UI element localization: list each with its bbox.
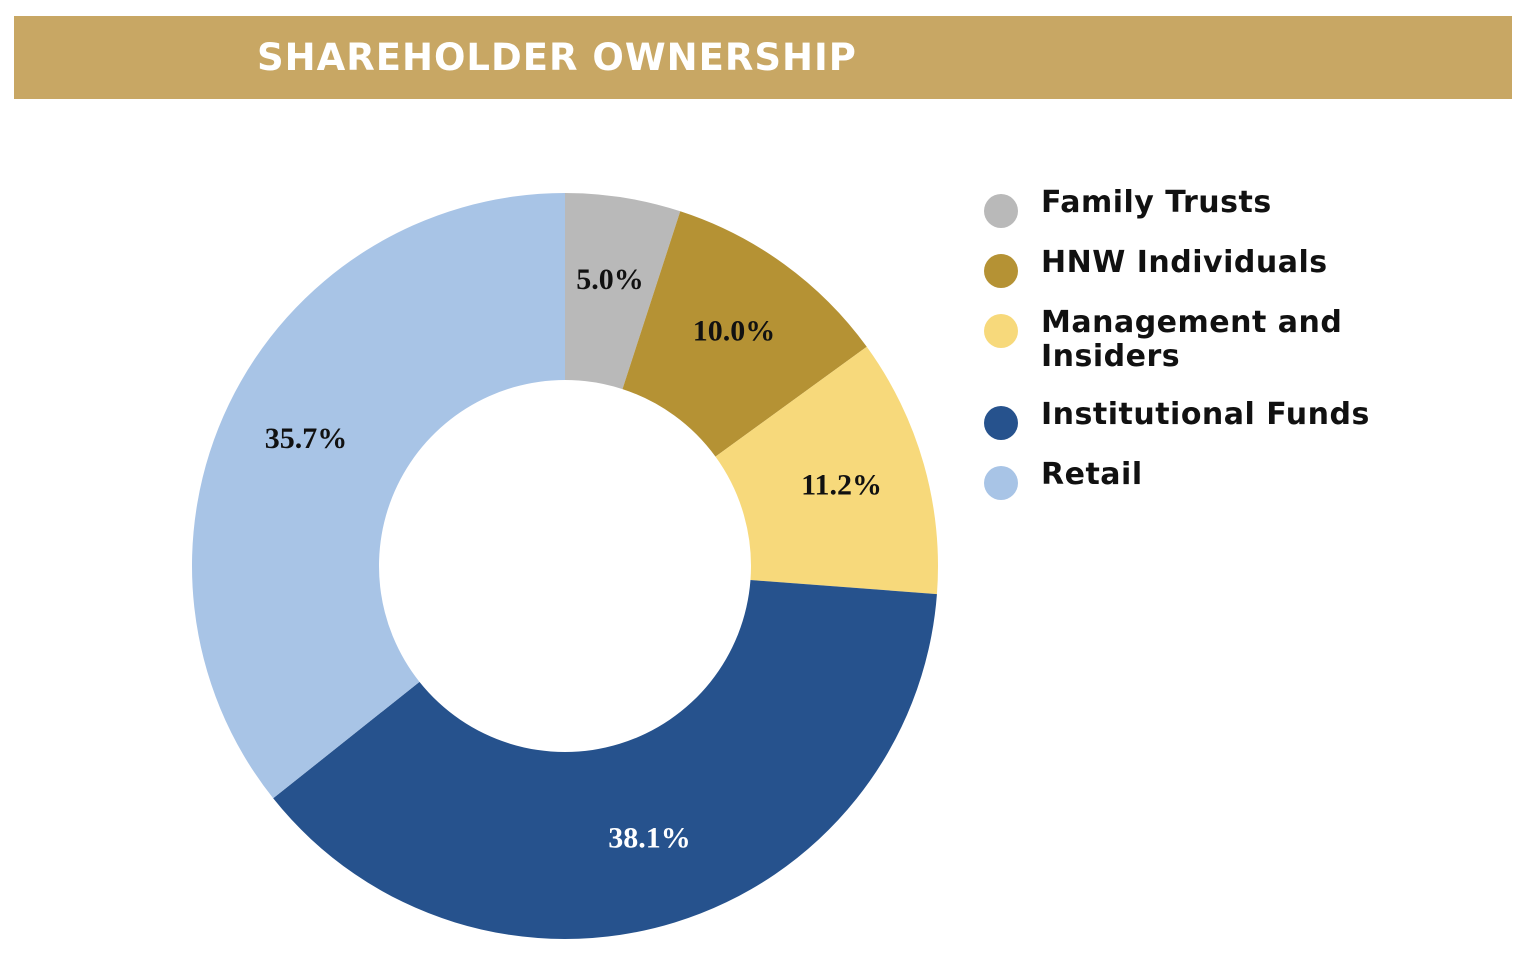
legend-swatch-hnw-individuals (984, 254, 1018, 288)
donut-slice-labels: 5.0% 10.0% 11.2% 38.1% 35.7% (265, 263, 882, 855)
slice-label-management-and-insiders: 11.2% (801, 468, 882, 501)
legend-label-management-and-insiders: Management and Insiders (1041, 305, 1343, 374)
slice-hnw-individuals (622, 211, 867, 457)
legend-swatch-institutional-funds (984, 406, 1018, 440)
header-bar: SHAREHOLDER OWNERSHIP (14, 16, 1512, 99)
slice-label-family-trusts: 5.0% (576, 263, 644, 296)
legend-item-retail: Retail (984, 457, 1504, 500)
legend: Family Trusts HNW Individuals Management… (984, 185, 1504, 500)
legend-swatch-retail (984, 466, 1018, 500)
legend-label-hnw-individuals: HNW Individuals (1041, 245, 1328, 280)
slice-retail (191, 192, 565, 799)
donut-slices (191, 192, 938, 940)
legend-label-family-trusts: Family Trusts (1041, 185, 1272, 220)
slice-label-retail: 35.7% (265, 422, 348, 455)
legend-item-management-and-insiders: Management and Insiders (984, 306, 1381, 374)
legend-label-institutional-funds: Institutional Funds (1041, 397, 1370, 432)
legend-swatch-management-and-insiders (984, 314, 1018, 348)
slice-label-hnw-individuals: 10.0% (693, 314, 776, 347)
legend-item-hnw-individuals: HNW Individuals (984, 245, 1504, 288)
legend-item-family-trusts: Family Trusts (984, 185, 1504, 228)
slice-family-trusts (565, 193, 681, 390)
slice-management-and-insiders (715, 346, 938, 595)
legend-item-institutional-funds: Institutional Funds (984, 397, 1504, 440)
slice-institutional-funds (273, 580, 937, 940)
slice-label-institutional-funds: 38.1% (608, 822, 691, 855)
chart-title: SHAREHOLDER OWNERSHIP (257, 36, 857, 79)
legend-swatch-family-trusts (984, 194, 1018, 228)
legend-label-retail: Retail (1041, 457, 1143, 492)
